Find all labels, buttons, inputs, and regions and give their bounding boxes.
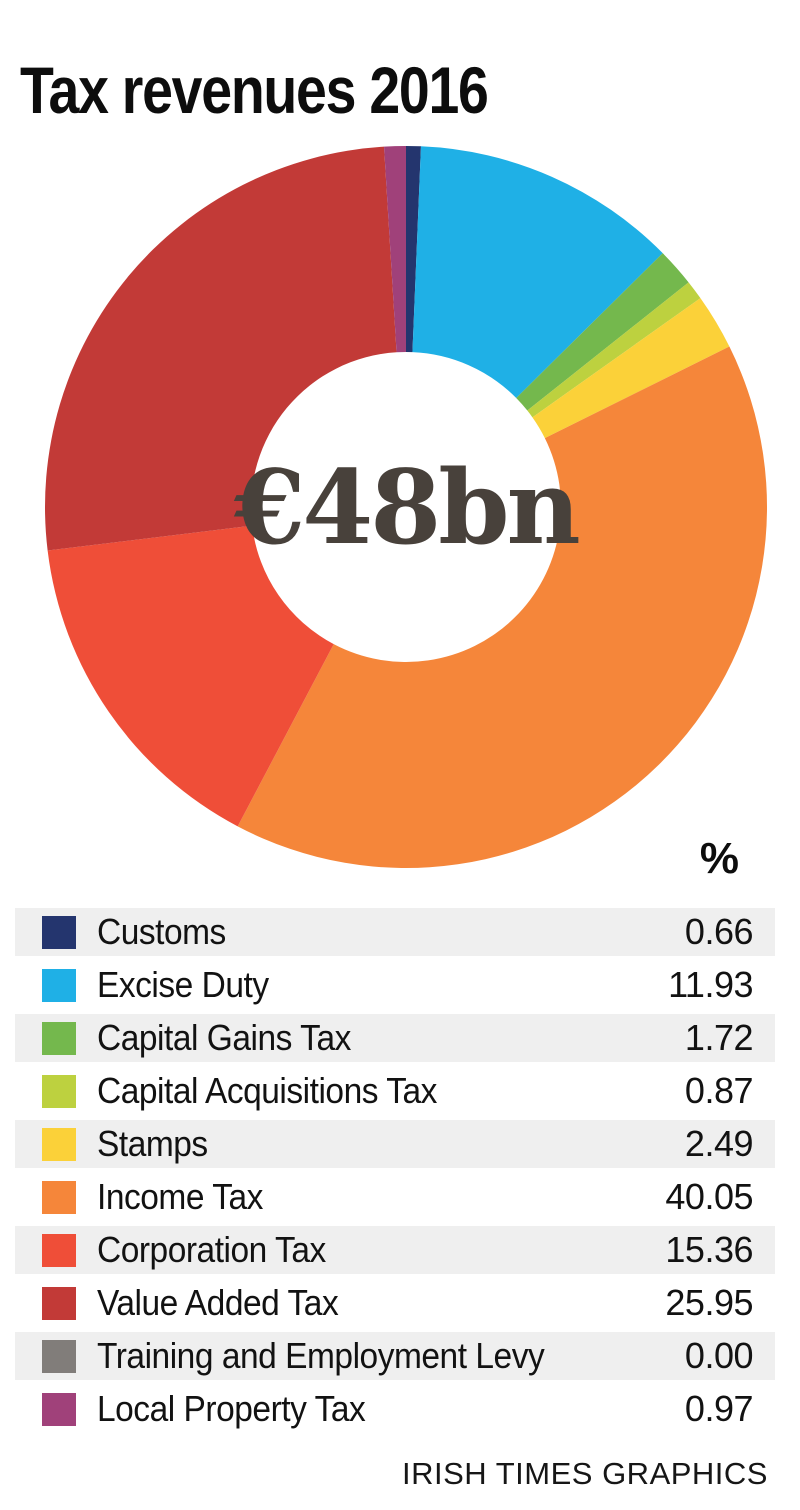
legend-label: Customs: [97, 911, 226, 952]
legend-label: Training and Employment Levy: [97, 1335, 545, 1376]
legend-label: Income Tax: [97, 1176, 263, 1217]
chart-title: Tax revenues 2016: [20, 53, 489, 128]
legend-swatch-capital-acquisitions-tax: [42, 1074, 76, 1108]
legend-value: 40.05: [665, 1176, 753, 1217]
legend-label: Capital Acquisitions Tax: [97, 1070, 437, 1111]
legend-row-excise-duty: Excise Duty 11.93: [15, 961, 775, 1009]
legend-row-local-property-tax: Local Property Tax 0.97: [15, 1385, 775, 1433]
legend-row-value-added-tax: Value Added Tax 25.95: [15, 1279, 775, 1327]
donut-slice-local-property-tax: [384, 146, 406, 353]
legend-label: Local Property Tax: [97, 1388, 366, 1429]
legend-value: 15.36: [665, 1229, 753, 1270]
legend-label: Capital Gains Tax: [97, 1017, 351, 1058]
percent-column-header: %: [699, 834, 739, 883]
legend-row-income-tax: Income Tax 40.05: [15, 1173, 775, 1221]
legend-value: 0.87: [684, 1070, 754, 1111]
legend-swatch-corporation-tax: [42, 1233, 76, 1267]
legend-value: 0.66: [684, 911, 754, 952]
legend-row-corporation-tax: Corporation Tax 15.36: [15, 1226, 775, 1274]
credit-line: IRISH TIMES GRAPHICS: [402, 1456, 768, 1491]
legend-label: Corporation Tax: [97, 1229, 326, 1270]
legend-swatch-capital-gains-tax: [42, 1021, 76, 1055]
legend-swatch-training-and-employment-levy: [42, 1339, 76, 1373]
donut-slice-customs: [406, 146, 421, 353]
donut-center-total: €48bn: [234, 448, 580, 568]
legend-value: 0.97: [684, 1388, 754, 1429]
legend-value: 1.72: [684, 1017, 754, 1058]
legend-label: Excise Duty: [97, 964, 269, 1005]
legend-row-stamps: Stamps 2.49: [15, 1120, 775, 1168]
legend-table: Customs 0.66 Excise Duty 11.93 Capital Gains…: [15, 908, 775, 1438]
donut-slice-stamps: [532, 298, 730, 439]
legend-swatch-income-tax: [42, 1180, 76, 1214]
donut-slice-value-added-tax: [44, 146, 397, 551]
legend-value: 2.49: [684, 1123, 754, 1164]
legend-swatch-local-property-tax: [42, 1392, 76, 1426]
legend-row-capital-acquisitions-tax: Capital Acquisitions Tax 0.87: [15, 1067, 775, 1115]
legend-label: Value Added Tax: [97, 1282, 339, 1323]
legend-label: Stamps: [97, 1123, 208, 1164]
legend-swatch-value-added-tax: [42, 1286, 76, 1320]
donut-chart: [44, 146, 768, 869]
legend-row-training-and-employment-levy: Training and Employment Levy 0.00: [15, 1332, 775, 1380]
donut-slice-capital-acquisitions-tax: [527, 282, 701, 418]
donut-slice-income-tax: [237, 346, 768, 869]
legend-row-customs: Customs 0.66: [15, 908, 775, 956]
legend-value: 25.95: [665, 1282, 753, 1323]
legend-value: 11.93: [668, 964, 753, 1005]
legend-swatch-excise-duty: [42, 968, 76, 1002]
legend-row-capital-gains-tax: Capital Gains Tax 1.72: [15, 1014, 775, 1062]
donut-slice-excise-duty: [412, 146, 663, 399]
legend-value: 0.00: [684, 1335, 754, 1376]
legend-swatch-customs: [42, 915, 76, 949]
donut-slice-corporation-tax: [47, 525, 334, 827]
legend-swatch-stamps: [42, 1127, 76, 1161]
donut-slice-capital-gains-tax: [516, 253, 689, 411]
